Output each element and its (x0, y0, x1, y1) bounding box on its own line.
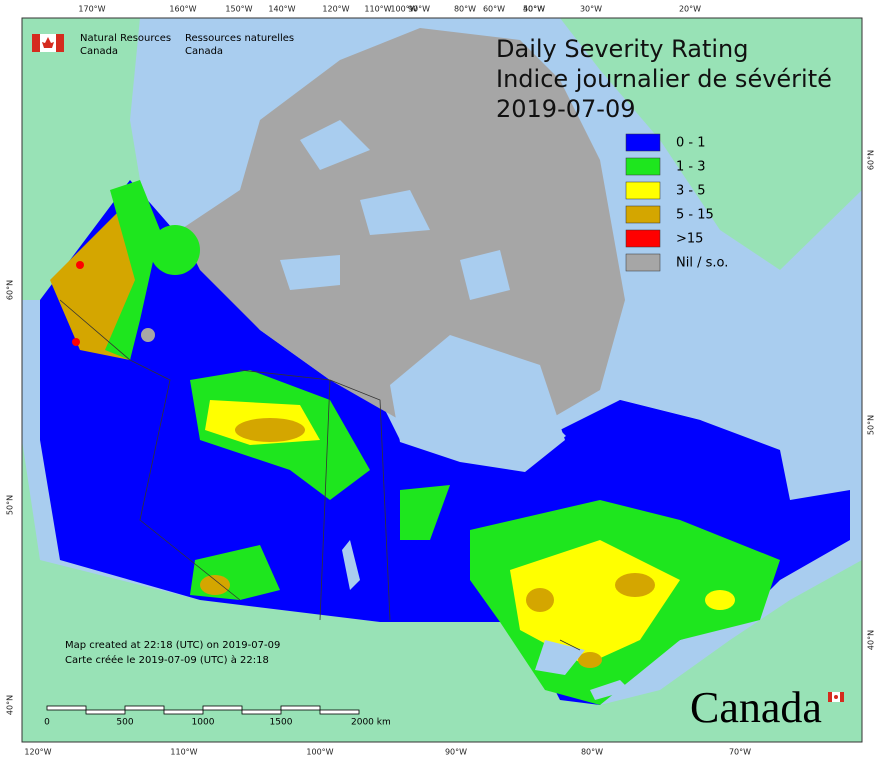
scale-label: 2000 km (351, 718, 391, 728)
graticule-label: 60°N (6, 280, 15, 300)
graticule-label: 80°W (581, 748, 603, 757)
legend-label: >15 (676, 232, 703, 247)
graticule-label: 100°W (390, 5, 417, 14)
scale-segment (85, 709, 126, 715)
yukon-moderate (105, 180, 160, 360)
scale-label: 500 (116, 718, 133, 728)
graticule-label: 40°N (6, 695, 15, 715)
scale-segment (163, 709, 204, 715)
legend: 0 - 1 1 - 3 3 - 5 5 - 15 >15 Nil / s.o. (625, 133, 728, 272)
agency: Natural Resources Canada Ressources natu… (32, 33, 294, 57)
ontario-north-moderate (400, 485, 450, 540)
graticule-label: 90°W (445, 748, 467, 757)
title: Indice journalier de sévérité (496, 65, 832, 93)
arctic-channels (280, 120, 510, 300)
hudson-bay (390, 335, 565, 472)
legend-label: 1 - 3 (676, 160, 706, 175)
nil-patch (141, 328, 155, 342)
graticule-label: 120°W (24, 748, 51, 757)
wordmark-flag (828, 692, 832, 702)
prairie-high (235, 418, 305, 442)
graticule-label: 90°W (408, 5, 430, 14)
graticule-label: 100°W (306, 748, 333, 757)
scale-segment (124, 705, 165, 711)
agency-en: Natural Resources (80, 33, 171, 44)
scale-segment (319, 709, 360, 715)
legend-swatch (625, 229, 661, 248)
graticule-label: 80°W (454, 5, 476, 14)
canada-wordmark: Canada (690, 683, 822, 732)
legend-swatch (625, 133, 661, 152)
wordmark: Canada (690, 683, 844, 732)
bc-high (200, 575, 230, 595)
graticule-label: 40°N (867, 630, 876, 650)
extreme-patch (72, 338, 80, 346)
legend-swatch (625, 205, 661, 224)
flag-leaf (42, 37, 54, 48)
graticule-label: 160°W (169, 5, 196, 14)
scale-label: 1500 (270, 718, 293, 728)
map-frame (21, 17, 863, 743)
graticule-label: 70°W (729, 748, 751, 757)
boundaries (59, 299, 581, 651)
legend-label: 0 - 1 (676, 136, 706, 151)
graticule-label: 30°W (580, 5, 602, 14)
graticule-label: 60°N (867, 150, 876, 170)
graticule-label: 170°W (78, 5, 105, 14)
south-high (526, 588, 554, 612)
legend-swatch (625, 157, 661, 176)
graticule-label: 40°W (523, 5, 545, 14)
south-low (510, 540, 680, 665)
scale-label: 1000 (192, 718, 215, 728)
title: 2019-07-09 (496, 95, 635, 123)
alaska (22, 18, 140, 300)
legend-swatch (625, 181, 661, 200)
scale-segment (202, 705, 243, 711)
graticule-label: 110°W (364, 5, 391, 14)
scale-segment (280, 705, 321, 711)
agency-fr: Ressources naturelles (185, 33, 294, 44)
arctic-nil (180, 28, 625, 442)
flag-bar (56, 34, 64, 52)
agency-fr: Canada (185, 46, 223, 57)
graticule-label: 50°W (523, 5, 545, 14)
graticule-label: 150°W (225, 5, 252, 14)
flag-bar (32, 34, 40, 52)
title: Daily Severity Rating (496, 35, 748, 63)
map (22, 18, 862, 742)
note: Carte créée le 2019-07-09 (UTC) à 22:18 (65, 654, 269, 666)
lakes (342, 540, 630, 700)
graticule-label: 120°W (322, 5, 349, 14)
graticule-label: 50°N (6, 495, 15, 515)
graticule-label: 20°W (679, 5, 701, 14)
yukon-high (50, 200, 140, 360)
wordmark-flag (834, 695, 838, 699)
wordmark-flag (840, 692, 844, 702)
scale-bar: 0 500 1000 1500 2000 km (44, 705, 391, 728)
moderate-patch (150, 225, 200, 275)
legend-label: 5 - 15 (676, 208, 714, 223)
agency-en: Canada (80, 46, 118, 57)
legend-swatch (625, 253, 661, 272)
graticule-label: 50°N (867, 415, 876, 435)
note: Map created at 22:18 (UTC) on 2019-07-09 (65, 640, 280, 651)
scale-label: 0 (44, 718, 50, 728)
scale-segment (46, 705, 87, 711)
graticule-label: 60°W (483, 5, 505, 14)
graticule-label: 110°W (170, 748, 197, 757)
south-high (578, 652, 602, 668)
usa (22, 440, 862, 742)
maritime-low (705, 590, 735, 610)
quebec-north (560, 400, 770, 470)
extreme-patch (76, 261, 84, 269)
graticule-label: 140°W (268, 5, 295, 14)
scale-segment (241, 709, 282, 715)
greenland (560, 18, 862, 270)
legend-label: 3 - 5 (676, 184, 706, 199)
legend-label: Nil / s.o. (676, 256, 728, 271)
south-high (615, 573, 655, 597)
